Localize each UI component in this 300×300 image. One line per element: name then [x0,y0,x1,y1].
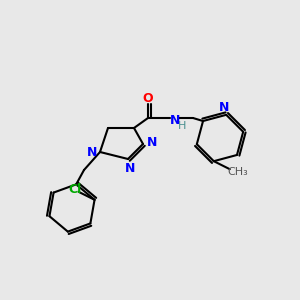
Text: H: H [178,121,186,131]
Text: CH₃: CH₃ [227,167,248,177]
Text: Cl: Cl [68,183,81,196]
Text: N: N [170,115,180,128]
Text: N: N [125,161,135,175]
Text: N: N [87,146,97,158]
Text: N: N [147,136,157,148]
Text: N: N [219,101,230,114]
Text: O: O [143,92,153,104]
